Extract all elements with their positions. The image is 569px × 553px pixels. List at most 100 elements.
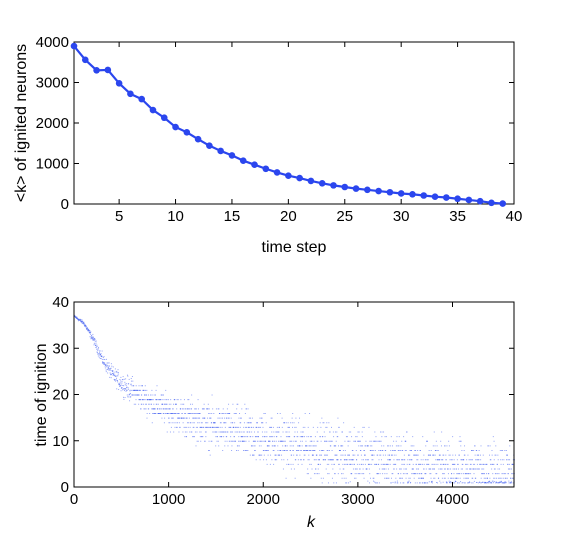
scatter-point: [342, 450, 344, 451]
scatter-point: [194, 431, 196, 433]
scatter-point: [448, 445, 450, 447]
scatter-point: [200, 431, 202, 433]
scatter-point: [211, 413, 213, 414]
scatter-point: [230, 426, 232, 428]
scatter-point: [403, 454, 405, 456]
scatter-point: [365, 445, 367, 447]
x-tick-label: 15: [224, 208, 241, 225]
scatter-point: [307, 468, 309, 470]
scatter-point: [203, 417, 205, 419]
scatter-point: [270, 417, 272, 419]
scatter-point: [291, 454, 293, 456]
scatter-point: [263, 450, 265, 451]
scatter-point: [401, 459, 403, 461]
scatter-point: [145, 403, 147, 405]
scatter-point: [458, 454, 460, 456]
scatter-point: [324, 459, 326, 461]
y-tick-label: 2000: [36, 115, 69, 132]
scatter-point: [87, 328, 89, 330]
scatter-point: [99, 350, 101, 352]
scatter-point: [172, 417, 174, 419]
scatter-point: [119, 384, 121, 386]
scatter-point: [211, 394, 213, 396]
scatter-point: [477, 459, 479, 461]
scatter-point: [483, 477, 485, 479]
scatter-point: [448, 480, 450, 482]
scatter-point: [314, 436, 316, 438]
scatter-point: [495, 482, 497, 484]
scatter-point: [457, 468, 459, 470]
scatter-point: [296, 431, 298, 433]
scatter-point: [108, 362, 110, 364]
scatter-point: [381, 431, 383, 433]
scatter-point: [123, 385, 125, 387]
scatter-point: [112, 372, 114, 374]
scatter-point: [298, 422, 300, 424]
scatter-point: [226, 408, 228, 410]
scatter-point: [105, 371, 107, 373]
scatter-point: [133, 385, 135, 387]
scatter-point: [265, 459, 267, 461]
scatter-point: [283, 440, 285, 442]
scatter-point: [81, 321, 83, 323]
scatter-point: [415, 463, 417, 465]
scatter-point: [479, 454, 481, 456]
scatter-point: [455, 468, 457, 470]
scatter-point: [121, 387, 123, 389]
scatter-point: [124, 381, 126, 383]
scatter-point: [218, 426, 220, 428]
scatter-point: [164, 413, 166, 414]
scatter-point: [471, 482, 473, 484]
scatter-point: [262, 436, 264, 438]
scatter-point: [379, 440, 381, 442]
scatter-point: [221, 436, 223, 438]
scatter-point: [188, 417, 190, 419]
scatter-point: [394, 463, 396, 465]
scatter-point: [188, 413, 190, 414]
scatter-point: [442, 473, 444, 475]
scatter-point: [433, 477, 435, 479]
scatter-point: [508, 480, 510, 482]
scatter-point: [322, 450, 324, 451]
scatter-point: [171, 417, 173, 419]
scatter-point: [231, 445, 233, 447]
scatter-point: [125, 384, 127, 386]
scatter-point: [246, 431, 248, 433]
scatter-point: [282, 431, 284, 433]
scatter-point: [325, 468, 327, 470]
scatter-point: [460, 481, 462, 483]
scatter-point: [105, 358, 107, 360]
scatter-point: [387, 445, 389, 447]
scatter-point: [431, 463, 433, 465]
scatter-point: [508, 482, 510, 484]
scatter-point: [368, 445, 370, 447]
scatter-point: [349, 440, 351, 442]
scatter-point: [444, 477, 446, 479]
scatter-point: [407, 459, 409, 461]
scatter-point: [331, 477, 333, 479]
scatter-point: [86, 329, 88, 331]
scatter-point: [488, 482, 490, 484]
scatter-point: [226, 413, 228, 414]
scatter-point: [386, 477, 388, 479]
scatter-point: [331, 463, 333, 465]
scatter-point: [193, 417, 195, 419]
scatter-point: [216, 426, 218, 428]
scatter-point: [115, 379, 117, 381]
scatter-point: [220, 431, 222, 433]
scatter-point: [80, 320, 82, 322]
scatter-point: [192, 436, 194, 438]
scatter-point: [170, 426, 172, 428]
scatter-point: [325, 454, 327, 456]
scatter-point: [373, 454, 375, 456]
scatter-point: [477, 482, 479, 484]
data-point: [228, 152, 236, 159]
scatter-point: [199, 413, 201, 414]
scatter-point: [96, 345, 98, 347]
scatter-point: [444, 463, 446, 465]
scatter-point: [279, 413, 281, 414]
scatter-point: [207, 450, 209, 451]
scatter-point: [393, 440, 395, 442]
scatter-point: [498, 473, 500, 475]
scatter-point: [380, 440, 382, 442]
